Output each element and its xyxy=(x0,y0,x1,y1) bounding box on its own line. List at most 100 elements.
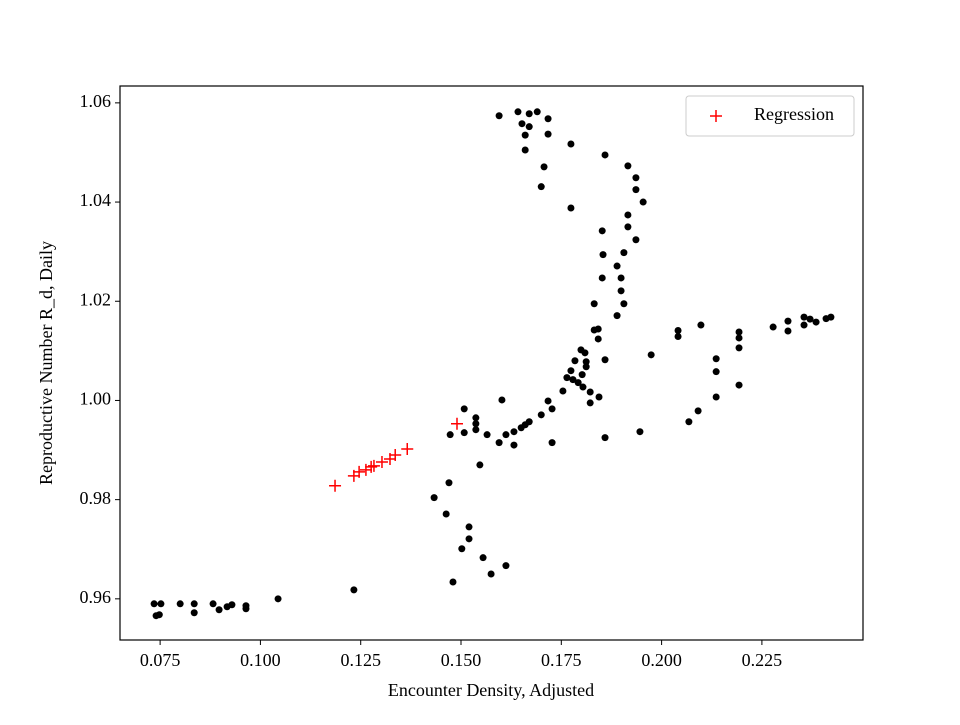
point xyxy=(510,428,518,436)
point xyxy=(598,274,606,282)
point xyxy=(472,420,480,428)
point xyxy=(569,376,577,384)
point xyxy=(586,388,594,396)
x-tick-label: 0.225 xyxy=(742,650,783,670)
point xyxy=(800,313,808,321)
point xyxy=(624,211,632,219)
point xyxy=(483,431,491,439)
point xyxy=(594,325,602,333)
point xyxy=(533,108,541,116)
point xyxy=(150,600,158,608)
plot-frame xyxy=(119,85,864,641)
point xyxy=(544,397,552,405)
point xyxy=(487,570,495,578)
y-tick-label: 1.02 xyxy=(80,289,112,309)
point xyxy=(601,434,609,442)
point xyxy=(472,414,480,422)
point xyxy=(215,606,223,614)
point xyxy=(599,251,607,259)
x-tick-label: 0.075 xyxy=(140,650,181,670)
point xyxy=(228,601,236,609)
y-tick-label: 1.00 xyxy=(80,389,112,409)
point xyxy=(450,417,463,430)
legend-box xyxy=(685,95,855,137)
point xyxy=(190,609,198,617)
point xyxy=(617,287,625,295)
point xyxy=(624,162,632,170)
point xyxy=(827,313,835,321)
point xyxy=(375,455,388,468)
point xyxy=(586,399,594,407)
point xyxy=(514,108,522,116)
point xyxy=(537,183,545,191)
point xyxy=(563,374,571,382)
point xyxy=(525,418,533,426)
point xyxy=(274,595,282,603)
point xyxy=(353,465,366,478)
point xyxy=(636,428,644,436)
point xyxy=(674,327,682,335)
x-tick-label: 0.175 xyxy=(541,650,582,670)
x-axis-label: Encounter Density, Adjusted xyxy=(388,680,594,700)
point xyxy=(613,312,621,320)
point xyxy=(712,393,720,401)
legend-label: Regression xyxy=(754,104,834,124)
point xyxy=(579,383,587,391)
point xyxy=(430,494,438,502)
point xyxy=(685,418,693,426)
point xyxy=(190,600,198,608)
point xyxy=(495,112,503,120)
point xyxy=(518,120,526,128)
point xyxy=(582,358,590,366)
point xyxy=(601,356,609,364)
point xyxy=(498,396,506,404)
point xyxy=(446,431,454,439)
point xyxy=(544,115,552,123)
point xyxy=(389,449,402,462)
point xyxy=(617,274,625,282)
point xyxy=(465,535,473,543)
point xyxy=(590,300,598,308)
point xyxy=(510,441,518,449)
y-tick-label: 1.04 xyxy=(80,190,112,210)
point xyxy=(567,140,575,148)
point xyxy=(525,110,533,118)
point xyxy=(812,318,820,326)
x-tick-label: 0.200 xyxy=(641,650,682,670)
point xyxy=(502,562,510,570)
point xyxy=(598,227,606,235)
point xyxy=(571,357,579,365)
point xyxy=(460,405,468,413)
point xyxy=(632,174,640,182)
x-tick-label: 0.150 xyxy=(441,650,482,670)
point xyxy=(624,223,632,231)
point xyxy=(445,479,453,487)
point xyxy=(632,236,640,244)
point xyxy=(544,130,552,138)
point xyxy=(784,317,792,325)
y-tick-label: 1.06 xyxy=(80,91,112,111)
point xyxy=(712,368,720,376)
point xyxy=(401,443,414,456)
point xyxy=(620,300,628,308)
point xyxy=(521,146,529,154)
point xyxy=(329,479,342,492)
point xyxy=(800,321,808,329)
point xyxy=(674,332,682,340)
point xyxy=(582,363,590,371)
point xyxy=(697,321,705,329)
point xyxy=(458,545,466,553)
point xyxy=(694,407,702,415)
point xyxy=(449,578,457,586)
point xyxy=(735,328,743,336)
y-tick-label: 0.96 xyxy=(80,587,112,607)
point xyxy=(559,387,567,395)
point xyxy=(460,429,468,437)
point xyxy=(806,315,814,323)
point xyxy=(581,349,589,357)
point xyxy=(521,131,529,139)
point xyxy=(595,393,603,401)
point xyxy=(574,379,582,387)
point xyxy=(176,600,184,608)
